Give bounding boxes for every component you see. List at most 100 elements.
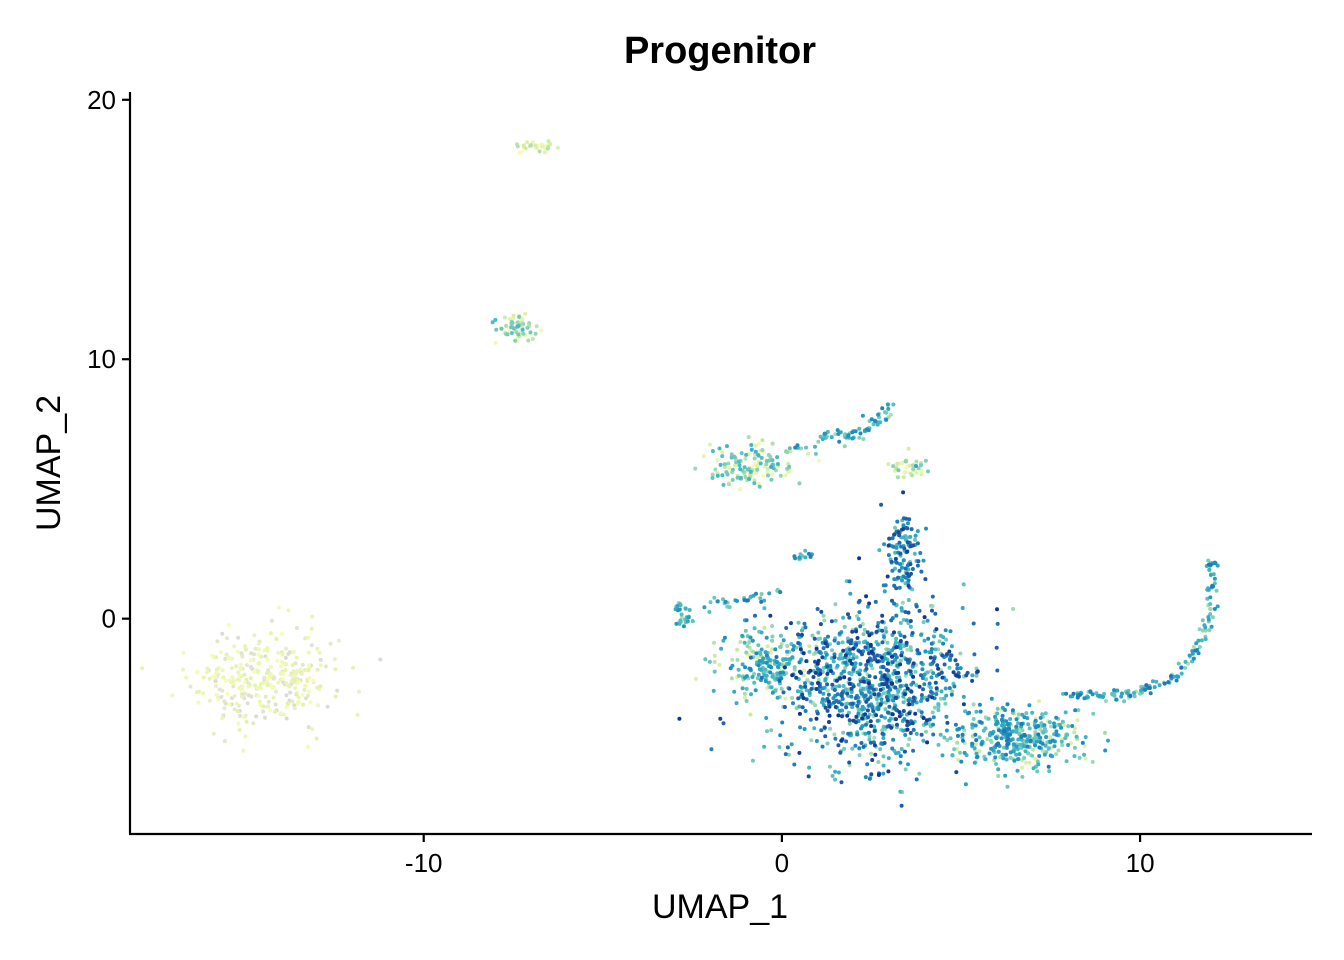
data-point — [875, 624, 880, 629]
data-point — [850, 746, 855, 751]
data-point — [882, 589, 887, 594]
data-point — [804, 445, 809, 450]
data-point — [1212, 560, 1217, 565]
data-point — [710, 476, 715, 480]
data-point — [921, 687, 925, 692]
data-point — [775, 462, 780, 466]
data-point — [216, 697, 221, 702]
data-point — [920, 676, 925, 681]
data-point — [989, 738, 993, 743]
data-point — [757, 484, 762, 489]
data-point — [293, 661, 298, 666]
data-point — [893, 652, 898, 657]
data-point — [791, 644, 796, 649]
data-point — [815, 661, 820, 666]
data-point — [944, 714, 949, 719]
data-point — [895, 475, 900, 480]
data-point — [744, 452, 749, 457]
data-point — [906, 521, 910, 526]
data-point — [729, 455, 734, 460]
data-point — [826, 634, 830, 639]
data-point — [949, 653, 954, 658]
data-point — [1042, 726, 1047, 731]
data-point — [707, 610, 712, 614]
data-point — [738, 640, 743, 644]
data-point — [786, 752, 791, 757]
data-point — [760, 448, 765, 452]
data-point — [294, 681, 299, 686]
data-point — [678, 618, 683, 623]
data-point — [934, 627, 939, 632]
data-point — [869, 751, 874, 756]
data-point — [758, 651, 763, 656]
data-point — [857, 435, 862, 440]
data-point — [902, 634, 907, 639]
data-point — [252, 652, 256, 657]
data-point — [758, 461, 763, 466]
data-point — [729, 676, 734, 681]
data-point — [848, 591, 853, 596]
data-point — [1023, 749, 1028, 754]
data-point — [1125, 691, 1130, 695]
data-point — [715, 458, 720, 463]
data-point — [1060, 743, 1065, 748]
data-point — [1196, 638, 1201, 643]
data-point — [905, 723, 910, 728]
data-point — [905, 549, 910, 554]
data-point — [944, 678, 949, 683]
data-point — [318, 684, 323, 689]
data-point — [686, 615, 691, 620]
data-point — [257, 685, 262, 690]
data-point — [803, 681, 807, 686]
data-point — [996, 749, 1001, 754]
data-point — [864, 594, 869, 599]
data-point — [1065, 732, 1070, 737]
data-point — [825, 682, 830, 687]
data-point — [851, 652, 856, 657]
data-point — [1208, 607, 1213, 611]
data-point — [842, 675, 847, 680]
data-point — [502, 315, 507, 320]
data-point — [755, 467, 760, 472]
data-point — [974, 751, 979, 756]
data-point — [1054, 715, 1059, 720]
data-point — [885, 677, 890, 682]
data-point — [961, 702, 966, 707]
data-point — [1005, 702, 1010, 707]
data-point — [306, 689, 311, 694]
data-point — [730, 657, 735, 662]
data-point — [906, 598, 911, 602]
data-point — [1032, 736, 1037, 741]
data-point — [978, 709, 983, 714]
data-point — [1197, 645, 1202, 649]
data-point — [785, 649, 790, 654]
data-point — [1004, 752, 1008, 757]
data-point — [1033, 718, 1038, 723]
data-point — [974, 673, 979, 678]
data-point — [1120, 691, 1124, 696]
data-point — [908, 544, 913, 549]
data-point — [906, 583, 911, 588]
data-point — [798, 725, 803, 730]
data-point — [880, 640, 885, 645]
data-point — [847, 615, 852, 620]
data-point — [867, 737, 872, 742]
data-point — [940, 753, 945, 758]
data-point — [880, 728, 885, 733]
data-point — [865, 630, 870, 635]
x-tick-label: -10 — [405, 848, 443, 878]
data-point — [510, 320, 515, 325]
data-point — [266, 676, 271, 681]
data-point — [244, 663, 249, 668]
data-point — [1078, 692, 1082, 697]
data-point — [1008, 717, 1013, 721]
data-point — [268, 664, 273, 669]
data-point — [215, 639, 220, 644]
data-point — [1206, 558, 1211, 563]
data-point — [924, 729, 928, 734]
y-tick-label: 10 — [87, 344, 116, 374]
data-point — [1101, 694, 1106, 699]
data-point — [248, 664, 253, 669]
data-point — [903, 575, 908, 580]
data-point — [1083, 756, 1088, 761]
